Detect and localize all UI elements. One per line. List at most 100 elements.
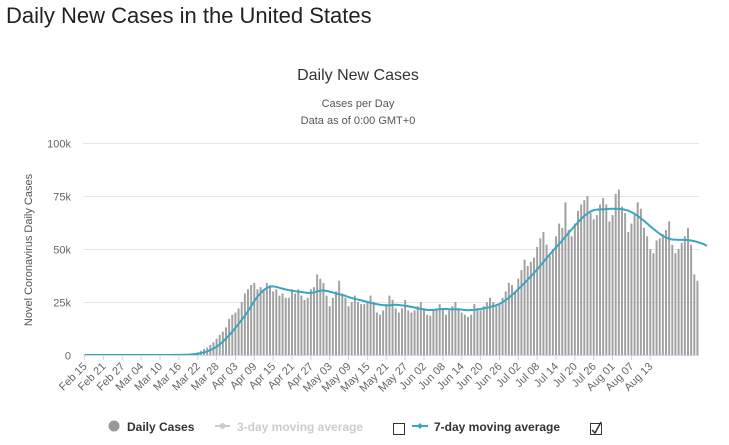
daily-case-bar [463,314,466,355]
daily-case-bar [592,219,595,355]
daily-case-bar [291,289,293,355]
daily-case-bar [347,306,350,355]
legend: Daily Cases 3-day moving average 7-day m… [108,420,602,435]
y-tick-label: 0 [65,351,71,363]
daily-case-bar [661,234,664,355]
daily-case-bar [325,295,328,355]
daily-case-bar [306,297,309,355]
daily-case-bar [614,193,617,355]
daily-case-bar [570,236,573,355]
daily-case-bar [489,297,491,355]
daily-case-bar [555,236,557,355]
daily-case-bar [485,302,488,355]
daily-case-bar [671,244,674,355]
daily-case-bar [599,204,601,355]
daily-case-bar [404,299,407,355]
legend-3-day-dot-icon [219,423,226,429]
daily-case-bar [504,291,507,355]
daily-case-bar [360,304,363,355]
daily-case-bar [419,302,422,355]
daily-case-bar [313,287,315,355]
daily-case-bar [561,227,564,355]
daily-case-bar [473,304,476,355]
daily-case-bar [636,202,639,355]
daily-case-bar [441,308,444,355]
daily-case-bar [454,302,457,355]
daily-case-bar [533,257,535,355]
y-tick-label: 50k [53,245,71,257]
daily-case-bar [501,297,504,355]
daily-case-bar [617,189,620,355]
daily-case-bar [573,223,576,355]
moving-average-line [84,207,708,356]
daily-case-bar [341,293,344,355]
daily-case-bar [262,289,265,355]
daily-case-bar [265,282,268,355]
daily-case-bar [231,314,234,355]
daily-case-bar [407,310,410,355]
legend-item-daily-cases[interactable]: Daily Cases [108,420,195,434]
daily-case-bar [397,312,400,355]
daily-case-bar [338,280,341,355]
legend-daily-cases-label: Daily Cases [127,420,195,434]
daily-case-bar [564,202,567,355]
daily-case-bar [529,261,532,355]
daily-case-bar [514,291,517,355]
daily-case-bar [460,312,463,355]
daily-case-bar [328,306,331,355]
daily-case-bar [375,312,378,355]
checkmark-icon [591,421,602,435]
y-tick-label: 75k [53,192,71,204]
daily-case-bar [520,270,523,355]
daily-case-bar [243,293,246,355]
daily-case-bar [363,304,366,355]
daily-case-bar [523,259,526,355]
legend-3-day-label: 3-day moving average [237,420,363,434]
daily-case-bar [687,227,689,355]
daily-case-bar [225,327,227,355]
daily-case-bars [159,189,699,355]
legend-item-7-day-average[interactable]: 7-day moving average [412,420,560,434]
daily-case-bar [467,316,469,355]
daily-case-bar [589,212,592,355]
daily-case-bar [322,282,325,355]
daily-case-bar [300,295,303,355]
legend-3-day-checkbox[interactable] [393,423,405,435]
daily-case-bar [234,312,237,355]
chart-subtitle-line-1: Cases per Day [322,98,395,110]
daily-case-bar [517,278,520,355]
daily-case-bar [690,244,693,355]
legend-daily-cases-marker [108,420,120,432]
daily-case-bar [608,221,611,355]
daily-case-bar [281,293,284,355]
chart-subtitle-line-2: Data as of 0:00 GMT+0 [301,115,416,127]
daily-case-bar [438,304,441,355]
daily-case-bar [335,291,337,355]
daily-case-bar [350,302,353,355]
daily-case-bar [435,308,438,355]
daily-case-bar [426,314,429,355]
legend-item-3-day-average[interactable]: 3-day moving average [215,420,363,434]
y-axis-ticks: 0 25k 50k 75k 100k [47,139,71,363]
legend-7-day-checkbox[interactable] [590,421,602,435]
daily-case-bar [432,310,435,355]
daily-case-bar [284,297,287,355]
daily-case-bar [259,287,262,355]
y-tick-label: 100k [47,139,71,151]
daily-case-bar [539,238,542,355]
daily-case-bar [379,314,381,355]
daily-case-bar [357,302,359,355]
daily-case-bar [580,204,583,355]
page-title: Daily New Cases in the United States [6,3,372,28]
daily-case-bar [542,232,545,355]
daily-case-bar [353,295,356,355]
daily-case-bar [558,223,561,355]
daily-case-bar [495,306,498,355]
daily-case-bar [237,308,240,355]
daily-case-bar [319,278,322,355]
daily-case-bar [416,306,419,355]
legend-7-day-checkbox-box [590,423,602,435]
daily-case-bar [445,314,447,355]
